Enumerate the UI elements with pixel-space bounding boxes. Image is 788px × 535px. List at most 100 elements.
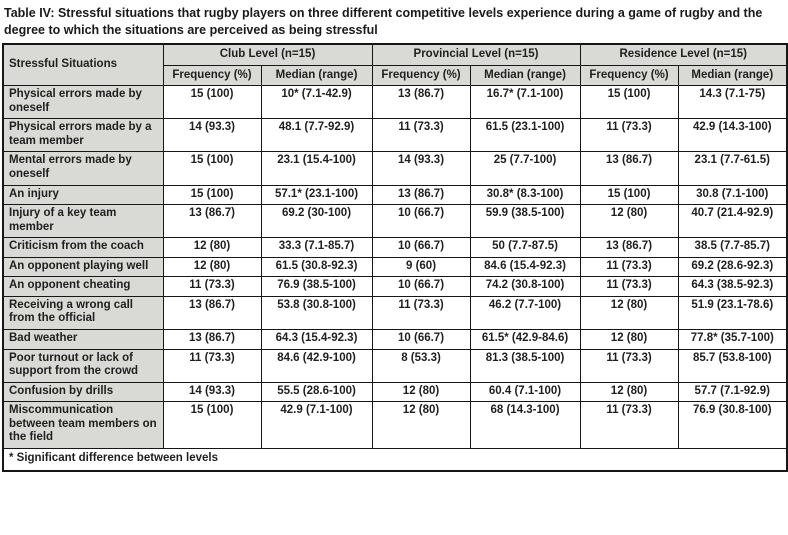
value-cell: 12 (80) xyxy=(579,204,679,239)
table-row: Confusion by drills 14 (93.3) 55.5 (28.6-1… xyxy=(2,381,788,403)
value-cell: 84.6 (15.4-92.3) xyxy=(469,256,581,278)
value-cell: 84.6 (42.9-100) xyxy=(260,348,373,383)
table-row: An opponent playing well 12 (80) 61.5 (30.… xyxy=(2,256,788,278)
value-cell: 15 (100) xyxy=(579,184,679,206)
value-cell: 40.7 (21.4-92.9) xyxy=(677,204,788,239)
value-cell: 59.9 (38.5-100) xyxy=(469,204,581,239)
value-cell: 42.9 (7.1-100) xyxy=(260,401,373,449)
value-cell: 81.3 (38.5-100) xyxy=(469,348,581,383)
sub-header-median: Median (range) xyxy=(260,64,373,87)
value-cell: 14.3 (7.1-75) xyxy=(677,85,788,120)
situation-cell: Mental errors made by oneself xyxy=(2,151,164,186)
sub-header-median: Median (range) xyxy=(677,64,788,87)
table-header: Stressful Situations Club Level (n=15) P… xyxy=(2,43,788,87)
value-cell: 69.2 (28.6-92.3) xyxy=(677,256,788,278)
value-cell: 33.3 (7.1-85.7) xyxy=(260,237,373,258)
value-cell: 9 (60) xyxy=(371,256,471,278)
value-cell: 11 (73.3) xyxy=(579,348,679,383)
table-row: Criticism from the coach 12 (80) 33.3 (7.1… xyxy=(2,237,788,258)
table-row: An injury 15 (100) 57.1* (23.1-100) 13 (86.… xyxy=(2,184,788,206)
value-cell: 11 (73.3) xyxy=(579,256,679,278)
value-cell: 60.4 (7.1-100) xyxy=(469,381,581,403)
corner-header: Stressful Situations xyxy=(2,43,164,87)
value-cell: 64.3 (38.5-92.3) xyxy=(677,276,788,297)
value-cell: 50 (7.7-87.5) xyxy=(469,237,581,258)
situation-cell: Receiving a wrong call from the official xyxy=(2,295,164,331)
situation-cell: Physical errors made by oneself xyxy=(2,85,164,120)
sub-header-row: Frequency (%) Median (range) Frequency (… xyxy=(3,64,788,87)
value-cell: 76.9 (30.8-100) xyxy=(677,401,788,449)
value-cell: 13 (86.7) xyxy=(579,237,679,258)
group-header-provincial: Provincial Level (n=15) xyxy=(371,43,581,66)
value-cell: 77.8* (35.7-100) xyxy=(677,329,788,350)
value-cell: 11 (73.3) xyxy=(371,118,471,153)
value-cell: 15 (100) xyxy=(162,401,262,449)
table-row: Physical errors made by a team member 14 … xyxy=(2,118,788,153)
value-cell: 12 (80) xyxy=(162,237,262,258)
situation-cell: Poor turnout or lack of support from the… xyxy=(2,348,164,383)
situation-cell: Confusion by drills xyxy=(2,381,164,403)
value-cell: 12 (80) xyxy=(371,401,471,449)
value-cell: 13 (86.7) xyxy=(579,151,679,186)
value-cell: 12 (80) xyxy=(579,381,679,403)
situation-cell: An opponent cheating xyxy=(2,276,164,297)
table-row: Receiving a wrong call from the official… xyxy=(2,295,788,331)
value-cell: 15 (100) xyxy=(579,85,679,120)
footnote: * Significant difference between levels xyxy=(2,447,788,472)
value-cell: 30.8* (8.3-100) xyxy=(469,184,581,206)
value-cell: 57.1* (23.1-100) xyxy=(260,184,373,206)
value-cell: 13 (86.7) xyxy=(162,204,262,239)
value-cell: 48.1 (7.7-92.9) xyxy=(260,118,373,153)
value-cell: 42.9 (14.3-100) xyxy=(677,118,788,153)
situation-cell: Injury of a key team member xyxy=(2,204,164,239)
situation-cell: An opponent playing well xyxy=(2,256,164,278)
value-cell: 61.5* (42.9-84.6) xyxy=(469,329,581,350)
value-cell: 57.7 (7.1-92.9) xyxy=(677,381,788,403)
value-cell: 11 (73.3) xyxy=(162,276,262,297)
value-cell: 10 (66.7) xyxy=(371,237,471,258)
value-cell: 74.2 (30.8-100) xyxy=(469,276,581,297)
value-cell: 23.1 (7.7-61.5) xyxy=(677,151,788,186)
value-cell: 53.8 (30.8-100) xyxy=(260,295,373,331)
value-cell: 10* (7.1-42.9) xyxy=(260,85,373,120)
value-cell: 11 (73.3) xyxy=(162,348,262,383)
value-cell: 10 (66.7) xyxy=(371,276,471,297)
value-cell: 85.7 (53.8-100) xyxy=(677,348,788,383)
value-cell: 14 (93.3) xyxy=(371,151,471,186)
group-header-club: Club Level (n=15) xyxy=(162,43,373,66)
value-cell: 12 (80) xyxy=(162,256,262,278)
value-cell: 68 (14.3-100) xyxy=(469,401,581,449)
value-cell: 30.8 (7.1-100) xyxy=(677,184,788,206)
value-cell: 38.5 (7.7-85.7) xyxy=(677,237,788,258)
value-cell: 16.7* (7.1-100) xyxy=(469,85,581,120)
table-title: Table IV: Stressful situations that rugb… xyxy=(2,4,786,43)
sub-header-frequency: Frequency (%) xyxy=(371,64,471,87)
value-cell: 64.3 (15.4-92.3) xyxy=(260,329,373,350)
sub-header-frequency: Frequency (%) xyxy=(162,64,262,87)
situation-cell: Miscommunication between team members on… xyxy=(2,401,164,449)
table-title-label: Table IV: xyxy=(4,6,55,20)
group-header-residence: Residence Level (n=15) xyxy=(579,43,788,66)
value-cell: 46.2 (7.7-100) xyxy=(469,295,581,331)
value-cell: 12 (80) xyxy=(371,381,471,403)
value-cell: 25 (7.7-100) xyxy=(469,151,581,186)
table-row: Miscommunication between team members on… xyxy=(2,401,788,449)
sub-header-frequency: Frequency (%) xyxy=(579,64,679,87)
table-row: Poor turnout or lack of support from the… xyxy=(2,348,788,383)
value-cell: 51.9 (23.1-78.6) xyxy=(677,295,788,331)
value-cell: 11 (73.3) xyxy=(579,276,679,297)
value-cell: 61.5 (30.8-92.3) xyxy=(260,256,373,278)
value-cell: 12 (80) xyxy=(579,295,679,331)
situation-cell: Criticism from the coach xyxy=(2,237,164,258)
value-cell: 11 (73.3) xyxy=(579,118,679,153)
value-cell: 69.2 (30-100) xyxy=(260,204,373,239)
table-body: Physical errors made by oneself 15 (100) 1… xyxy=(2,85,788,449)
stress-table: Stressful Situations Club Level (n=15) P… xyxy=(2,43,788,472)
table-footer: * Significant difference between levels xyxy=(2,447,788,472)
value-cell: 23.1 (15.4-100) xyxy=(260,151,373,186)
situation-cell: Bad weather xyxy=(2,329,164,350)
value-cell: 13 (86.7) xyxy=(371,184,471,206)
value-cell: 8 (53.3) xyxy=(371,348,471,383)
table-row: Physical errors made by oneself 15 (100) 1… xyxy=(2,85,788,120)
